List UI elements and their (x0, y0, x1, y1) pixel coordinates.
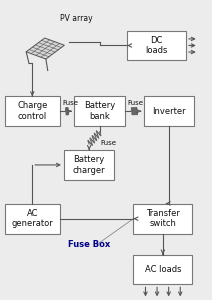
Text: Battery
charger: Battery charger (73, 155, 105, 175)
FancyBboxPatch shape (74, 96, 125, 126)
FancyBboxPatch shape (64, 150, 114, 180)
FancyBboxPatch shape (5, 96, 60, 126)
Text: Battery
bank: Battery bank (84, 101, 115, 121)
Text: Fuse Box: Fuse Box (68, 240, 110, 249)
FancyBboxPatch shape (144, 96, 194, 126)
Text: AC
generator: AC generator (11, 209, 53, 228)
Text: Inverter: Inverter (152, 107, 186, 116)
Text: DC
loads: DC loads (145, 36, 168, 55)
Polygon shape (26, 38, 64, 59)
FancyBboxPatch shape (5, 204, 60, 234)
Text: Fuse: Fuse (63, 100, 79, 106)
FancyBboxPatch shape (133, 204, 192, 234)
Text: Transfer
switch: Transfer switch (146, 209, 180, 228)
Text: AC loads: AC loads (145, 265, 181, 274)
FancyBboxPatch shape (127, 31, 186, 60)
Text: PV array: PV array (60, 14, 93, 23)
Text: Fuse: Fuse (127, 100, 143, 106)
FancyBboxPatch shape (133, 254, 192, 284)
Text: Fuse: Fuse (101, 140, 117, 146)
Text: Charge
control: Charge control (17, 101, 47, 121)
